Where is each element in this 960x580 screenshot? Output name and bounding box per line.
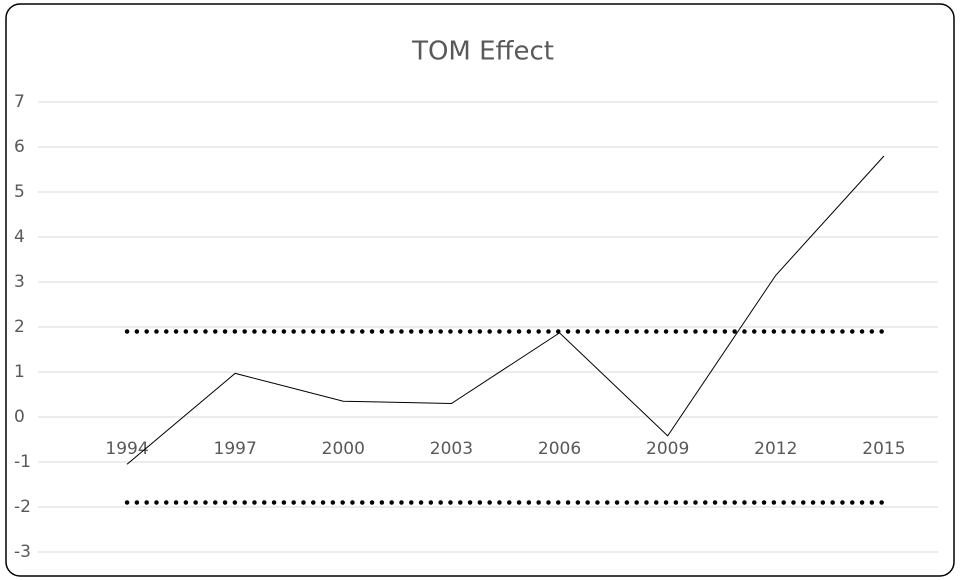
y-tick-label: 6 — [14, 137, 25, 157]
chart-frame — [5, 3, 955, 577]
line — [126, 155, 885, 465]
x-tick-label: 2000 — [322, 439, 365, 459]
y-tick-label: 1 — [14, 362, 25, 382]
y-tick-label: 7 — [14, 92, 25, 112]
x-tick-label: 2012 — [754, 439, 797, 459]
y-tick-label: 2 — [14, 317, 25, 337]
y-tick-label: 4 — [14, 227, 25, 247]
chart-title: TOM Effect — [411, 37, 554, 67]
x-tick-label: 2006 — [538, 439, 581, 459]
x-tick-label: 2015 — [862, 439, 905, 459]
y-tick-label: -1 — [14, 452, 31, 472]
y-tick-label: 0 — [14, 407, 25, 427]
y-tick-label: 5 — [14, 182, 25, 202]
x-tick-label: 2003 — [430, 439, 473, 459]
y-tick-label: -2 — [14, 497, 31, 517]
x-tick-label: 1997 — [214, 439, 257, 459]
y-tick-label: 3 — [14, 272, 25, 292]
y-tick-label: -3 — [14, 542, 31, 562]
x-tick-label: 2009 — [646, 439, 689, 459]
x-tick-label: 1994 — [105, 439, 148, 459]
